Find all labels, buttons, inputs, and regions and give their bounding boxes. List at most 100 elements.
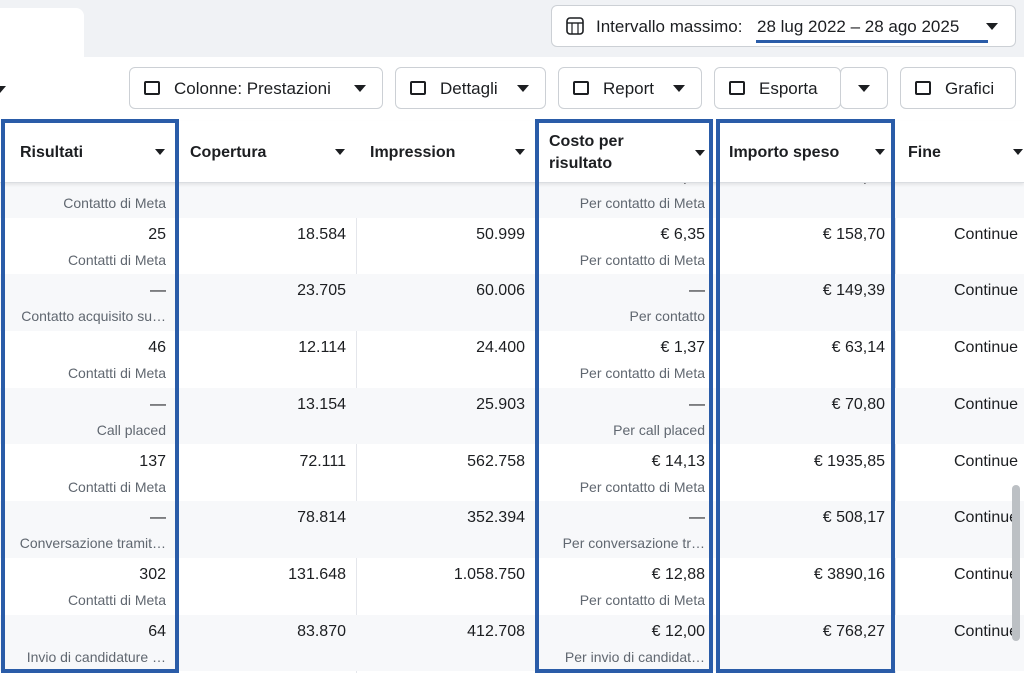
cell-value: 83.870 (297, 622, 346, 640)
toolbar-button[interactable]: Esporta (714, 67, 841, 109)
cell-value: 352.394 (467, 509, 525, 527)
cell-value: Continue (954, 395, 1019, 413)
button-icon (729, 81, 745, 95)
cell-subtext: Per call placed (613, 421, 705, 438)
cell-value: 50.999 (476, 225, 525, 243)
row-bg (0, 387, 1024, 445)
cell-value: 60.006 (476, 282, 525, 300)
cell-subtext: Conversazione tramit… (19, 535, 166, 552)
cell-subtext: Contatti di Meta (67, 365, 166, 382)
highlight-box (535, 119, 713, 673)
cell-value: 24.400 (476, 339, 525, 357)
cell-value: 562.758 (467, 452, 525, 470)
toolbar-button[interactable]: Colonne: Prestazioni (129, 67, 383, 109)
sort-caret (335, 149, 345, 155)
button-label: Colonne: Prestazioni (174, 79, 331, 98)
button-label: Dettagli (440, 79, 498, 98)
cell-value: € 63,14 (831, 339, 885, 357)
row-bg (0, 182, 1024, 218)
cell-subtext: Contatto acquisito su… (21, 308, 166, 325)
cell-value: — (150, 509, 166, 527)
row-bg (0, 274, 1024, 332)
column-header[interactable]: Copertura (190, 144, 267, 161)
cell-value: Continue (954, 622, 1019, 640)
cell-value: € 1935,85 (813, 452, 885, 470)
caret (673, 85, 685, 92)
cell-value: € 768,27 (822, 622, 885, 640)
cell-value: Continue (954, 339, 1019, 357)
cell-value: Continue (954, 452, 1019, 470)
cell-value: — (150, 395, 166, 413)
caret (986, 23, 998, 30)
cell-value: 13.154 (297, 395, 346, 413)
table-header: Risultati Copertura Impression Costo per ri… (0, 121, 1024, 183)
cell-value: 18.584 (297, 225, 346, 243)
highlight-box (716, 119, 895, 673)
column-header[interactable]: Costo per risultato (549, 133, 624, 172)
cell-value: 64 (148, 622, 166, 640)
button-icon (573, 81, 589, 95)
sort-caret (155, 149, 165, 155)
cell-value: € 40,10 (543, 182, 705, 187)
row-bg (0, 501, 1024, 558)
cell-value: 23.705 (297, 282, 346, 300)
sort-caret (695, 150, 705, 156)
column-header[interactable]: Importo speso (729, 144, 840, 161)
caret (858, 85, 870, 92)
caret (0, 86, 6, 93)
cell-subtext: Per invio di candidat… (564, 648, 705, 665)
cell-value: 78.814 (297, 509, 346, 527)
cell-subtext: Per contatto di Meta (579, 591, 705, 608)
tab (0, 8, 84, 57)
cell-value: € 1,37 (660, 339, 705, 357)
toolbar-button[interactable]: Grafici (900, 67, 1016, 109)
button-icon (410, 81, 426, 95)
sort-caret (875, 149, 885, 155)
cell-subtext: Per contatto di Meta (579, 195, 705, 211)
cell-value: 412.708 (467, 622, 525, 640)
toolbar-button[interactable]: Dettagli (395, 67, 546, 109)
cell-subtext: Per contatto di Meta (579, 251, 705, 268)
cell-value: 1 (6, 182, 166, 187)
cell-subtext: Invio di candidature … (26, 648, 166, 665)
caret (517, 85, 529, 92)
highlight-box (1, 119, 179, 673)
cell-value: € 70,80 (831, 395, 885, 413)
cell-value: € 158,70 (822, 225, 885, 243)
table-body: 1 Contatto di Meta 9010 10.051 € 40,10 Per co… (0, 182, 1024, 673)
toolbar-button[interactable]: Report (558, 67, 702, 109)
scrollbar (1012, 485, 1020, 641)
date-picker[interactable]: Intervallo massimo: 28 lug 2022 – 28 ago… (551, 5, 1016, 47)
cell-value: 72.111 (299, 452, 346, 470)
cell-subtext: Per contatto di Meta (579, 478, 705, 495)
column-header[interactable]: Risultati (20, 144, 84, 161)
cell-value: € 6,35 (660, 225, 705, 243)
cell-value: € 12,00 (651, 622, 705, 640)
cell-value: — (689, 395, 705, 413)
sort-caret (1013, 149, 1023, 155)
sort-caret (515, 149, 525, 155)
cell-value: 131.648 (288, 565, 346, 583)
button-label: Grafici (945, 79, 995, 98)
cell-value: — (689, 282, 705, 300)
cell-subtext: Contatto di Meta (63, 195, 166, 211)
cell-value: 12.114 (298, 339, 346, 357)
cell-value: € 40,10 (722, 182, 885, 187)
cell-value: 25.903 (476, 395, 525, 413)
cell-value: 1.058.750 (453, 565, 525, 583)
cell-value: 46 (148, 339, 166, 357)
column-header[interactable]: Impression (370, 144, 456, 161)
cell-subtext: Per contatto di Meta (579, 365, 705, 382)
cell-value: Continue (954, 182, 1024, 187)
button-icon (144, 81, 160, 95)
cell-value: Continue (954, 225, 1019, 243)
cell-value: € 3890,16 (813, 565, 885, 583)
button-label: Esporta (759, 79, 818, 98)
export-dropdown[interactable] (840, 67, 888, 109)
cell-value: Continue (954, 282, 1019, 300)
cell-subtext: Contatti di Meta (67, 251, 166, 268)
calendar-icon (566, 17, 584, 35)
column-header[interactable]: Fine (908, 144, 941, 161)
cell-value: 10.051 (365, 182, 525, 187)
cell-value: € 14,13 (651, 452, 705, 470)
